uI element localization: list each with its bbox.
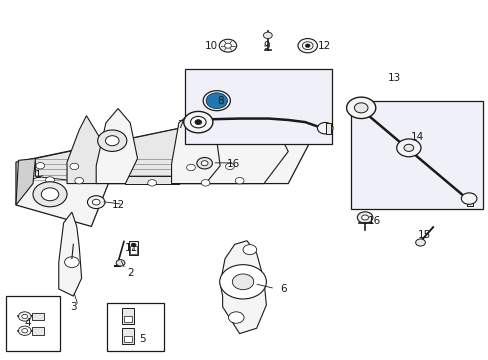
Circle shape — [75, 177, 83, 184]
Text: 16: 16 — [367, 216, 381, 226]
Polygon shape — [16, 116, 312, 226]
Circle shape — [361, 215, 368, 220]
Text: 7: 7 — [177, 120, 183, 130]
Circle shape — [263, 32, 272, 39]
Circle shape — [64, 257, 79, 267]
Text: 15: 15 — [417, 230, 430, 240]
Circle shape — [186, 164, 195, 171]
Circle shape — [116, 260, 124, 266]
Text: 2: 2 — [127, 268, 133, 278]
Circle shape — [190, 116, 205, 128]
Text: 8: 8 — [217, 96, 223, 107]
Circle shape — [197, 157, 212, 169]
Text: 9: 9 — [263, 41, 269, 51]
Polygon shape — [67, 116, 106, 184]
Circle shape — [219, 265, 266, 299]
Circle shape — [209, 96, 223, 106]
Circle shape — [22, 329, 28, 333]
Circle shape — [201, 161, 207, 166]
Text: 5: 5 — [139, 334, 145, 344]
Bar — [123, 316, 131, 322]
Circle shape — [22, 314, 28, 319]
Polygon shape — [59, 212, 81, 296]
Circle shape — [357, 212, 372, 223]
Bar — [185, 69, 331, 144]
Polygon shape — [35, 116, 287, 184]
Circle shape — [183, 111, 212, 133]
Circle shape — [214, 99, 219, 103]
Text: 12: 12 — [318, 41, 331, 51]
Circle shape — [203, 91, 230, 111]
Circle shape — [70, 163, 79, 170]
Circle shape — [205, 93, 227, 109]
Circle shape — [33, 182, 67, 207]
Text: 4: 4 — [25, 318, 31, 328]
Circle shape — [232, 274, 253, 290]
Circle shape — [235, 177, 244, 184]
Text: 11: 11 — [125, 243, 138, 253]
Bar — [6, 296, 60, 351]
Circle shape — [19, 326, 31, 336]
Circle shape — [297, 39, 317, 53]
Circle shape — [396, 139, 420, 157]
Circle shape — [105, 136, 119, 146]
Circle shape — [92, 199, 100, 205]
Polygon shape — [205, 116, 287, 184]
Text: 6: 6 — [280, 284, 286, 294]
Bar — [325, 123, 330, 134]
Bar — [122, 328, 133, 343]
Text: 3: 3 — [70, 302, 77, 312]
Polygon shape — [16, 158, 35, 205]
Circle shape — [302, 42, 312, 50]
Circle shape — [228, 312, 244, 323]
Circle shape — [225, 163, 234, 170]
Bar — [130, 247, 137, 254]
Text: 12: 12 — [111, 200, 124, 210]
Circle shape — [19, 312, 31, 321]
Bar — [123, 337, 131, 342]
Circle shape — [45, 177, 54, 183]
Circle shape — [460, 193, 476, 204]
Circle shape — [147, 180, 156, 186]
Circle shape — [219, 39, 236, 52]
Polygon shape — [125, 176, 179, 184]
Bar — [466, 193, 472, 206]
Text: 13: 13 — [387, 73, 400, 83]
Bar — [31, 327, 44, 335]
Circle shape — [201, 180, 209, 186]
Text: 1: 1 — [35, 170, 41, 180]
Circle shape — [98, 130, 126, 152]
Bar — [351, 102, 482, 208]
Text: 16: 16 — [227, 159, 240, 169]
Polygon shape — [96, 109, 137, 184]
Circle shape — [346, 97, 375, 118]
Bar — [122, 308, 133, 324]
Circle shape — [317, 122, 332, 134]
Bar — [107, 303, 164, 351]
Circle shape — [243, 245, 256, 255]
Text: 14: 14 — [409, 132, 423, 142]
Circle shape — [36, 162, 44, 169]
Circle shape — [403, 144, 413, 152]
Text: 10: 10 — [204, 41, 218, 51]
Polygon shape — [220, 241, 266, 334]
Circle shape — [224, 43, 231, 48]
Circle shape — [87, 196, 105, 208]
Circle shape — [415, 239, 425, 246]
Circle shape — [195, 120, 201, 125]
Polygon shape — [171, 109, 220, 184]
Circle shape — [41, 188, 59, 201]
Circle shape — [305, 44, 309, 48]
Circle shape — [131, 243, 136, 247]
Circle shape — [354, 103, 367, 113]
Bar — [31, 312, 44, 320]
Bar — [129, 241, 138, 255]
